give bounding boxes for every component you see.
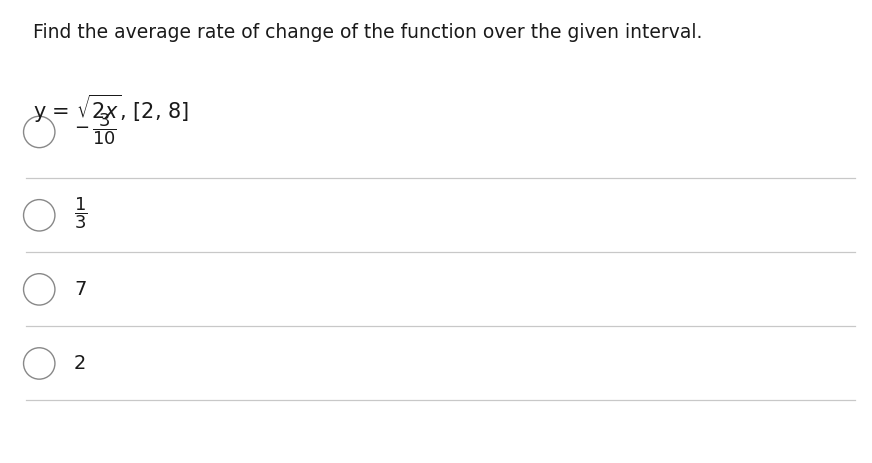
Text: Find the average rate of change of the function over the given interval.: Find the average rate of change of the f… — [33, 23, 703, 42]
Text: $-\,\dfrac{3}{10}$: $-\,\dfrac{3}{10}$ — [74, 112, 117, 147]
Text: 7: 7 — [74, 280, 86, 299]
Text: y = $\sqrt{2x}$, [2, 8]: y = $\sqrt{2x}$, [2, 8] — [33, 93, 189, 125]
Text: 2: 2 — [74, 354, 86, 373]
Text: $\dfrac{1}{3}$: $\dfrac{1}{3}$ — [74, 195, 87, 231]
